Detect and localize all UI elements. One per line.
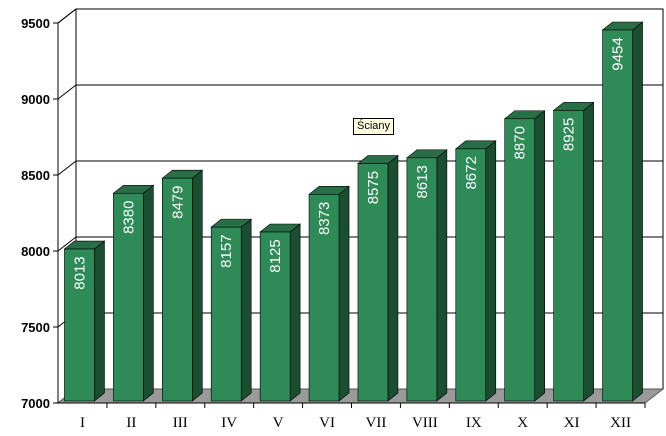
series-tooltip: Ściany [353,118,395,135]
gridline-side [57,8,77,24]
bar-side [436,149,448,402]
x-tick-label: XI [564,415,580,431]
bar: 8672 [454,140,497,402]
bar-front [357,163,389,402]
x-tick-label: VIII [412,415,438,431]
bar-front [259,231,291,402]
x-tick-label: V [273,415,284,431]
bars: 8013 8380 8479 8157 8125 8373 8575 8613 8672 8870… [63,21,644,402]
y-tick-label: 7500 [21,320,50,335]
gridline-side [57,236,77,252]
x-tick-label: IV [221,415,237,431]
bar-side [94,240,105,402]
bar-front [553,110,584,402]
bar-side [534,110,546,402]
x-tick-label: II [126,415,136,431]
bar-value-label: 8925 [561,118,578,151]
x-tick-label: III [173,415,188,431]
y-tick-label: 7000 [21,396,50,411]
bar-front [406,157,438,402]
bar-value-label: 8013 [71,256,88,289]
bar: 8575 [357,154,399,402]
x-tick-label: XII [610,415,631,431]
bar-front [455,148,487,402]
bar: 8157 [210,218,253,402]
bar-side [632,21,643,402]
x-tick-label: IX [466,415,482,431]
bar: 8479 [161,169,204,402]
bar-front [308,194,340,402]
bar-value-label: 8613 [414,165,431,198]
x-tick-label: VII [366,415,387,431]
bar: 8373 [308,185,350,402]
bar-side [583,101,594,402]
y-tick-label: 9000 [21,92,50,107]
bar: 8925 [552,101,595,402]
y-tick-label: 9500 [21,16,50,31]
x-tick-label: I [80,415,85,431]
bar-front [64,248,95,402]
bar-side [387,154,399,402]
bar-side [191,169,203,402]
bar-value-label: 8157 [218,234,235,267]
x-tick-label: X [517,415,528,431]
bar-front [210,226,242,402]
bar-value-label: 8125 [267,239,284,272]
bar-value-label: 8870 [512,126,529,159]
y-tick-label: 8000 [21,244,50,259]
bar-value-label: 8373 [316,202,333,235]
bar-side [240,218,252,402]
bar-side [143,184,154,402]
x-axis-ticks: I II III IV V VI VII VIII IX X XI XII [80,403,646,431]
bar: 8125 [259,223,301,402]
x-tick-label: VI [319,415,335,431]
y-tick-label: 8500 [21,168,50,183]
bar: 8013 [63,240,106,402]
bar-value-label: 8672 [463,156,480,189]
bar: 9454 [601,21,644,402]
bar-front [161,177,193,402]
bar-front [113,192,144,402]
bar-side [289,223,301,402]
bar: 8613 [406,149,448,402]
bar-front [602,29,633,402]
bar: 8870 [503,110,546,402]
bar-value-label: 8380 [120,201,137,234]
bar: 8380 [112,184,155,402]
gridline-side [57,84,77,100]
y-axis-ticks: 7000 7500 8000 8500 9000 9500 [21,16,58,411]
bar-value-label: 8575 [365,171,382,204]
bar-side [485,140,497,402]
bar-front [504,118,536,402]
bar-value-label: 9454 [610,37,627,70]
bar-side [338,185,350,402]
bar-value-label: 8479 [169,186,186,219]
gridline-side [57,160,77,176]
